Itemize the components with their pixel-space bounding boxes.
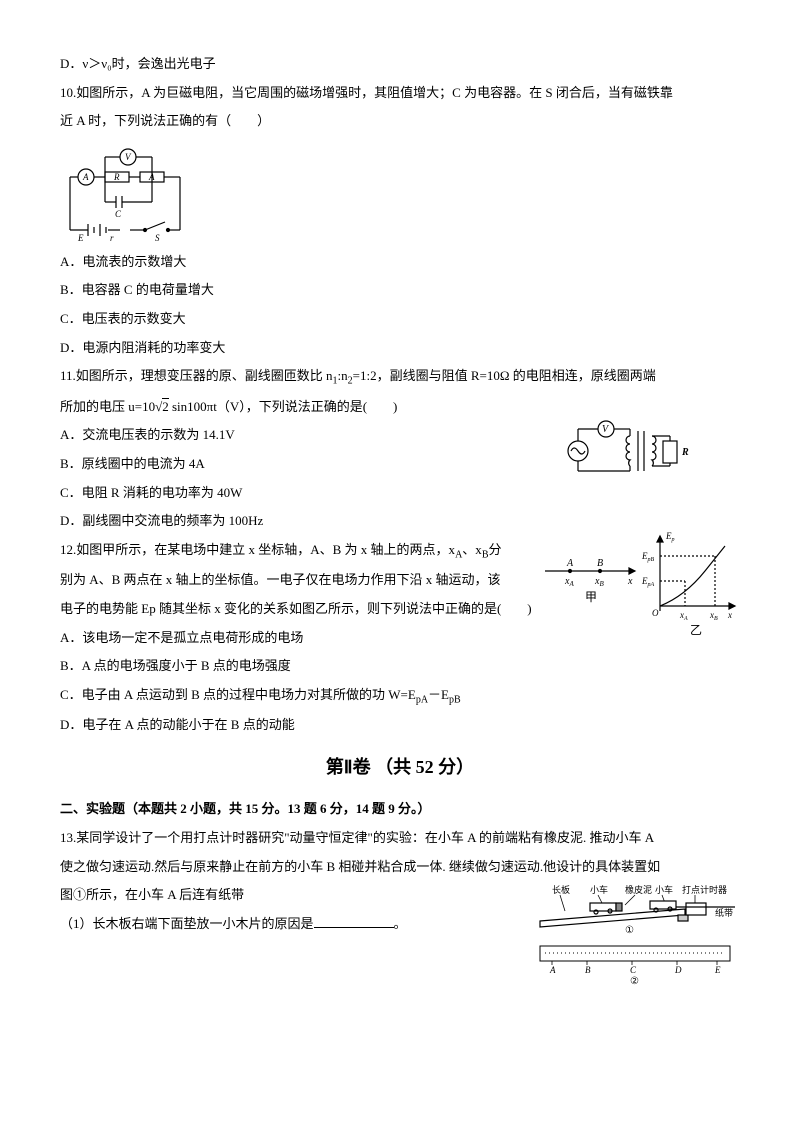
capacitor-label: C	[115, 209, 122, 219]
emf-label: E	[77, 233, 84, 242]
q12-figures: A B x xA xB 甲 Ep EpB EpA O xA xB x 乙	[540, 526, 740, 656]
q12-jia-x: x	[627, 576, 633, 587]
q13-stem-1: 13.某同学设计了一个用打点计时器研究"动量守恒定律"的实验：在小车 A 的前端…	[60, 824, 740, 853]
q13-caption-1: ①	[625, 925, 634, 936]
svg-text:B: B	[585, 965, 591, 975]
q13-label-carB: 小车	[655, 884, 673, 895]
q10-stem-2: 近 A 时，下列说法正确的有（ ）	[60, 107, 740, 136]
svg-text:A: A	[549, 965, 556, 975]
svg-text:C: C	[630, 965, 637, 975]
q10-circuit-figure: V A R A C E r S	[60, 142, 740, 242]
svg-text:xA: xA	[679, 610, 688, 622]
svg-text:EpA: EpA	[641, 576, 655, 588]
svg-text:x: x	[727, 610, 732, 620]
q12-option-c: C．电子由 A 点运动到 B 点的过程中电场力对其所做的功 W=EpA－EpB	[60, 681, 740, 712]
ammeter-label: A	[82, 172, 89, 182]
q12-jia-b: B	[597, 558, 603, 569]
magneto-a-label: A	[148, 172, 155, 182]
voltmeter-label: V	[125, 152, 132, 162]
q13-label-rubber: 橡皮泥	[625, 884, 652, 895]
internal-r-label: r	[110, 233, 114, 242]
svg-text:E: E	[714, 965, 721, 975]
q11-transformer-figure: V R	[560, 411, 710, 491]
q12-jia-a: A	[566, 558, 574, 569]
svg-text:xB: xB	[594, 576, 604, 588]
q10-option-a: A．电流表的示数增大	[60, 248, 740, 277]
svg-text:xA: xA	[564, 576, 574, 588]
q12-caption-jia: 甲	[585, 590, 597, 604]
q11-stem-1: 11.如图所示，理想变压器的原、副线圈匝数比 n1:n2=1:2，副线圈与阻值 …	[60, 362, 740, 393]
q13-label-timer: 打点计时器	[682, 884, 727, 895]
q13-caption-2: ②	[630, 976, 639, 986]
switch-label: S	[155, 233, 160, 242]
svg-text:O: O	[652, 608, 659, 618]
q13-label-tape: 纸带	[715, 907, 733, 918]
q13-stem-2: 使之做匀速运动.然后与原来静止在前方的小车 B 相碰并粘合成一体. 继续做匀速运…	[60, 853, 740, 882]
q12-option-b: B．A 点的电场强度小于 B 点的电场强度	[60, 652, 740, 681]
q13-label-carA: 小车	[590, 884, 608, 895]
svg-text:D: D	[674, 965, 682, 975]
q13-blank-1[interactable]	[314, 914, 394, 928]
q10-stem-1: 10.如图所示，A 为巨磁电阻，当它周围的磁场增强时，其阻值增大；C 为电容器。…	[60, 79, 740, 108]
svg-text:xB: xB	[709, 610, 718, 622]
q10-option-d: D．电源内阻消耗的功率变大	[60, 334, 740, 363]
q11-resistor-label: R	[681, 447, 689, 458]
section-2-title: 第Ⅱ卷 （共 52 分）	[60, 748, 740, 788]
q13-apparatus-figure: 长板 小车 橡皮泥 小车 打点计时器 纸带 ①	[530, 881, 740, 986]
section-2-subtitle: 二、实验题（本题共 2 小题，共 15 分。13 题 6 分，14 题 9 分。…	[60, 795, 740, 824]
q9-option-d: D．ν＞ν₀时，会逸出光电子	[60, 50, 740, 79]
q11-voltmeter-label: V	[602, 424, 610, 435]
q13-label-board: 长板	[552, 884, 570, 895]
resistor-r-label: R	[113, 172, 120, 182]
svg-text:EpB: EpB	[641, 551, 655, 563]
q10-option-c: C．电压表的示数变大	[60, 305, 740, 334]
q12-caption-yi: 乙	[690, 623, 702, 637]
svg-text:Ep: Ep	[665, 531, 675, 543]
q10-option-b: B．电容器 C 的电荷量增大	[60, 276, 740, 305]
q12-option-d: D．电子在 A 点的动能小于在 B 点的动能	[60, 711, 740, 740]
